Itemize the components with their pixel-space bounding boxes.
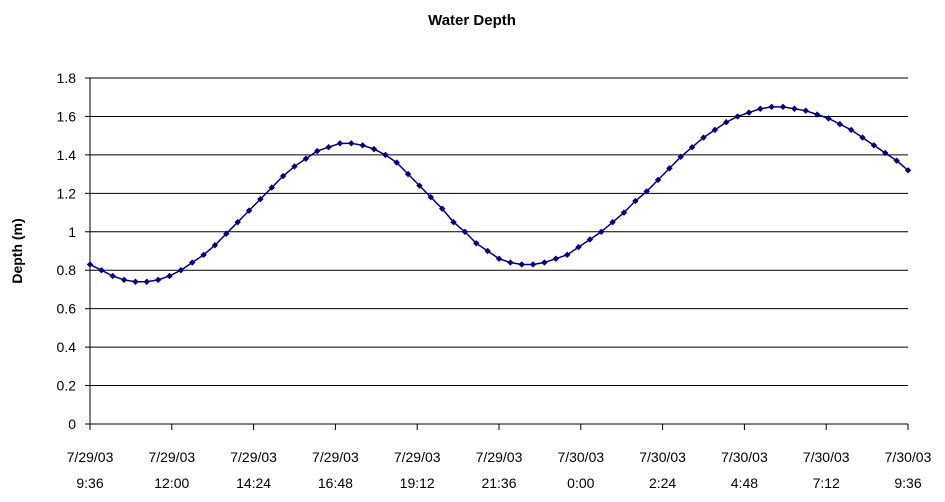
marker [416, 182, 423, 189]
marker [268, 184, 275, 191]
x-tick-label: 7/30/03 4:48 [721, 449, 768, 491]
marker [598, 228, 605, 235]
marker [723, 119, 730, 126]
y-tick-label: 0.8 [57, 262, 77, 278]
marker [86, 261, 94, 268]
y-tick-label: 1.2 [57, 185, 77, 201]
marker [847, 126, 855, 134]
x-tick-label: 7/29/03 9:36 [67, 449, 114, 491]
marker [200, 251, 207, 259]
marker [245, 207, 253, 214]
x-tick-label: 7/29/03 16:48 [312, 449, 359, 491]
x-tick-label: 7/29/03 12:00 [148, 449, 195, 491]
marker [609, 218, 616, 226]
y-tick-label: 0.4 [57, 339, 77, 355]
marker [870, 142, 878, 149]
x-tick-label: 7/30/03 7:12 [803, 449, 850, 491]
marker [461, 228, 469, 235]
marker [325, 144, 332, 151]
y-tick-label: 1.6 [57, 108, 77, 124]
marker [734, 113, 741, 120]
x-tick-label: 7/29/03 14:24 [230, 449, 277, 491]
y-tick-label: 0 [68, 416, 76, 432]
marker [279, 172, 287, 180]
marker [620, 209, 628, 216]
marker [348, 140, 355, 147]
marker [154, 276, 162, 284]
marker [234, 218, 241, 226]
marker [223, 230, 230, 237]
marker [438, 205, 446, 212]
marker [893, 157, 900, 164]
marker [382, 151, 389, 159]
marker [904, 167, 912, 174]
marker [563, 251, 571, 259]
marker [450, 218, 457, 226]
y-tick-label: 1 [68, 224, 76, 240]
marker [552, 255, 560, 262]
marker [495, 255, 503, 262]
marker [859, 134, 866, 141]
marker [779, 103, 787, 111]
y-axis-label: Depth (m) [9, 218, 25, 283]
marker [132, 278, 139, 285]
marker [825, 115, 832, 122]
marker [484, 247, 491, 255]
marker [404, 170, 412, 178]
marker [109, 272, 116, 280]
marker [632, 197, 639, 205]
marker [393, 159, 400, 166]
marker [757, 105, 764, 112]
marker [711, 126, 719, 134]
marker [700, 134, 707, 141]
marker [507, 259, 514, 266]
marker [802, 107, 809, 114]
marker [768, 103, 775, 111]
marker [336, 140, 344, 147]
y-tick-label: 1.4 [57, 147, 77, 163]
marker [427, 193, 435, 201]
marker [370, 145, 378, 153]
x-tick-label: 7/30/03 0:00 [557, 449, 604, 491]
marker [575, 243, 582, 251]
marker [677, 153, 684, 161]
marker [813, 111, 821, 118]
marker [586, 236, 594, 243]
marker [791, 105, 798, 112]
marker [745, 109, 753, 116]
marker [291, 163, 298, 170]
y-tick-label: 1.8 [57, 70, 77, 86]
marker [541, 259, 548, 266]
x-tick-label: 7/30/03 9:36 [885, 449, 932, 491]
marker [98, 267, 105, 274]
marker [177, 267, 185, 274]
marker [836, 120, 844, 128]
marker [166, 272, 173, 280]
marker [529, 261, 537, 268]
marker [666, 165, 673, 172]
x-tick-label: 7/29/03 19:12 [394, 449, 441, 491]
marker [518, 261, 525, 268]
x-tick-label: 7/29/03 21:36 [476, 449, 523, 491]
marker [473, 240, 480, 247]
y-tick-label: 0.2 [57, 378, 77, 394]
marker [654, 176, 662, 184]
marker [211, 242, 219, 249]
marker [257, 195, 264, 203]
marker [882, 149, 889, 157]
marker [688, 144, 696, 151]
marker [359, 142, 366, 149]
marker [120, 276, 128, 284]
marker [302, 155, 310, 162]
y-tick-label: 0.6 [57, 301, 77, 317]
marker [643, 188, 650, 195]
x-tick-label: 7/30/03 2:24 [639, 449, 686, 491]
marker [143, 278, 151, 285]
marker [189, 259, 196, 266]
marker [314, 147, 321, 155]
chart-title: Water Depth [428, 12, 516, 29]
